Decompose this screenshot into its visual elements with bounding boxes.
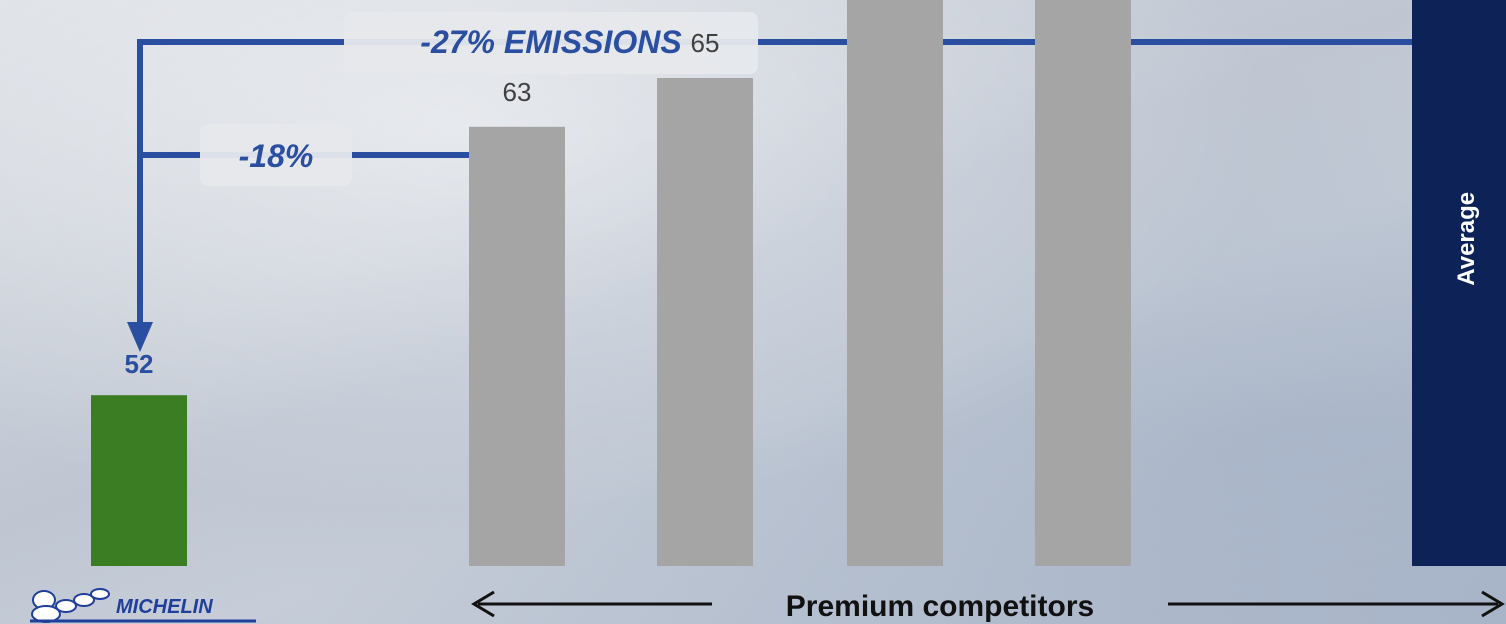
emissions-callout-box xyxy=(344,12,758,74)
emissions-callout-text: -27% EMISSIONS xyxy=(420,24,682,60)
bars-group xyxy=(91,0,1506,567)
premium-competitors-axis: Premium competitors xyxy=(471,590,1505,623)
percent-18-callout: -18% xyxy=(200,124,352,186)
average-bar xyxy=(1412,0,1506,567)
premium-competitors-label: Premium competitors xyxy=(786,590,1094,623)
right-arrow-icon xyxy=(1481,590,1505,618)
competitor-bar xyxy=(469,126,565,567)
value-label: 65 xyxy=(691,28,720,58)
michelin-logo-text: MICHELIN xyxy=(116,596,213,618)
value-labels-group: 526365767871Average xyxy=(125,28,1480,379)
competitor-bar xyxy=(1035,0,1131,567)
competitor-bar xyxy=(847,0,943,567)
left-arrow-icon xyxy=(471,590,495,618)
michelin-bar xyxy=(91,395,187,566)
percent-18-callout-text: -18% xyxy=(239,138,314,174)
emissions-callout: -27% EMISSIONS xyxy=(344,12,758,74)
average-bar-label: Average xyxy=(1453,192,1480,286)
percent-18-callout-box xyxy=(200,124,352,186)
arrow-down-icon xyxy=(127,322,153,352)
michelin-man-icon xyxy=(31,588,110,623)
value-label: 52 xyxy=(125,349,154,379)
competitor-bar xyxy=(657,78,753,566)
value-label: 63 xyxy=(503,77,532,107)
michelin-logo: MICHELIN xyxy=(30,588,256,623)
